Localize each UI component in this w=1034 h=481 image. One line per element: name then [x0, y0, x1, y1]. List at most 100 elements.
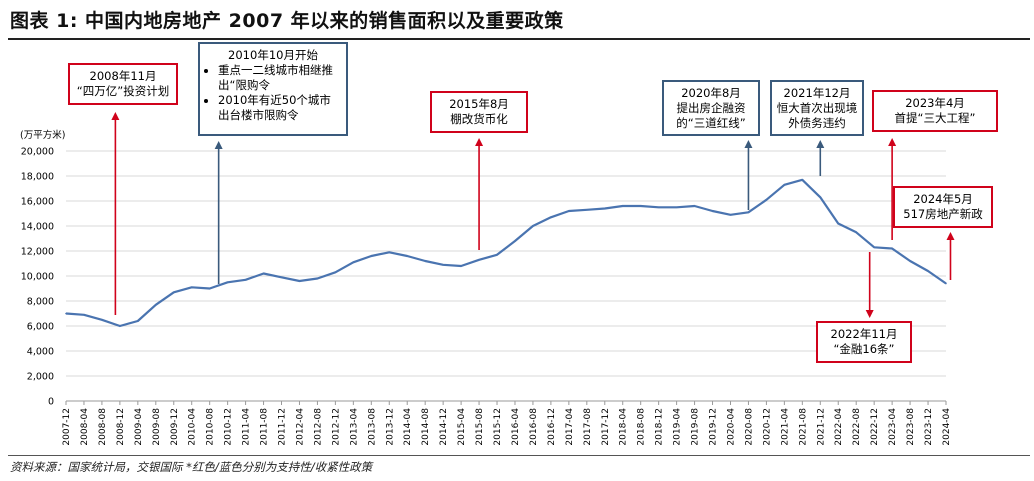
x-tick-label: 2011-12 — [278, 408, 288, 446]
data-point — [945, 282, 947, 285]
data-point — [639, 205, 642, 207]
data-point — [478, 258, 480, 261]
data-point — [514, 240, 516, 242]
x-tick-label: 2021-12 — [816, 408, 826, 446]
data-point — [819, 196, 822, 199]
data-point — [370, 255, 373, 257]
x-tick-label: 2017-12 — [601, 408, 611, 446]
y-tick-label: 12,000 — [21, 247, 54, 258]
annotation-2010-10-date: 2010年10月开始 — [228, 48, 318, 62]
x-tick-label: 2022-04 — [834, 408, 844, 446]
data-point — [298, 280, 301, 282]
x-tick-label: 2020-12 — [762, 408, 772, 446]
data-point — [137, 320, 139, 322]
annotation-2022-11-date: 2022年11月 — [830, 327, 898, 341]
x-tick-label: 2018-12 — [655, 408, 665, 446]
x-tick-label: 2012-08 — [313, 408, 323, 446]
data-point — [262, 272, 265, 275]
x-tick-label: 2022-08 — [852, 408, 862, 446]
page-title: 图表 1: 中国内地房地产 2007 年以来的销售面积以及重要政策 — [10, 10, 564, 32]
x-tick-label: 2019-12 — [709, 408, 719, 446]
data-point — [675, 206, 678, 209]
x-tick-label: 2018-04 — [619, 408, 629, 446]
annotation-2020-08-date: 2020年8月 — [681, 86, 741, 100]
y-tick-label: 10,000 — [21, 272, 54, 283]
x-tick-label: 2021-08 — [798, 408, 808, 446]
arrow-2008-11-head — [111, 112, 120, 120]
sales-area-line — [65, 178, 947, 328]
x-tick-label: 2018-08 — [637, 408, 647, 446]
arrow-2021-12-head — [816, 140, 825, 148]
x-tick-label: 2016-12 — [547, 408, 557, 446]
x-tick-label: 2019-08 — [691, 408, 701, 446]
footer-divider — [8, 455, 1030, 456]
x-tick-label: 2010-12 — [224, 408, 234, 446]
data-point — [83, 313, 85, 316]
x-tick-label: 2008-12 — [116, 408, 126, 446]
x-tick-label: 2009-12 — [170, 408, 180, 446]
x-tick-label: 2011-08 — [260, 408, 270, 446]
y-tick-label: 16,000 — [21, 197, 54, 208]
annotation-2010-10: 2010年10月开始 重点一二线城市相继推出“限购令 2010年有近50个城市出… — [198, 42, 348, 136]
annotation-2022-11: 2022年11月 “金融16条” — [816, 321, 912, 363]
x-tick-label: 2023-08 — [906, 408, 916, 446]
x-tick-label: 2014-04 — [403, 408, 413, 446]
y-tick-label: 20,000 — [21, 147, 54, 158]
x-tick-label: 2015-04 — [457, 408, 467, 446]
annotation-2021-12: 2021年12月 恒大首次出现境外债务违约 — [770, 80, 864, 136]
data-point — [711, 210, 714, 212]
data-point — [586, 208, 588, 211]
annotation-2021-12-date: 2021年12月 — [783, 86, 851, 100]
data-point — [334, 271, 337, 274]
x-tick-label: 2016-08 — [529, 408, 539, 446]
x-tick-label: 2020-04 — [726, 408, 736, 446]
x-tick-label: 2009-04 — [134, 408, 144, 446]
x-tick-label: 2010-04 — [188, 408, 198, 446]
annotation-2020-08: 2020年8月 提出房企融资的“三道红线” — [662, 80, 760, 136]
source-note: 资料来源：国家统计局，交银国际 *红色/蓝色分别为支持性/收紧性政策 — [10, 460, 373, 474]
arrow-2024-05-head — [946, 232, 955, 240]
annotation-2022-11-text: “金融16条” — [833, 342, 895, 356]
data-point — [801, 178, 804, 181]
annotation-2008-11-date: 2008年11月 — [89, 69, 157, 83]
y-tick-label: 2,000 — [27, 372, 54, 383]
x-tick-label: 2011-04 — [242, 408, 252, 446]
x-tick-label: 2024-04 — [942, 408, 952, 446]
x-tick-label: 2014-08 — [421, 408, 431, 446]
x-tick-label: 2012-12 — [331, 408, 341, 446]
data-point — [244, 278, 247, 281]
annotation-2010-10-item: 重点一二线城市相继推出“限购令 — [218, 63, 342, 93]
x-tick-label: 2007-12 — [62, 408, 72, 446]
x-tick-label: 2009-08 — [152, 408, 162, 446]
data-point — [891, 247, 893, 250]
data-point — [280, 276, 283, 279]
x-tick-label: 2008-08 — [98, 408, 108, 446]
arrow-2022-11-head — [865, 310, 874, 318]
data-point — [765, 198, 768, 201]
annotation-2021-12-text: 恒大首次出现境外债务违约 — [776, 101, 858, 130]
x-tick-label: 2008-04 — [80, 408, 90, 446]
annotation-2010-10-item: 2010年有近50个城市出台楼市限购令 — [218, 93, 342, 123]
data-point — [873, 246, 875, 249]
x-tick-label: 2010-08 — [206, 408, 216, 446]
annotation-2024-05-date: 2024年5月 — [913, 192, 973, 206]
annotation-2024-05: 2024年5月 517房地产新政 — [893, 186, 993, 228]
data-point — [568, 210, 570, 212]
data-point — [65, 312, 67, 315]
data-point — [226, 281, 229, 284]
annotation-2023-04-date: 2023年4月 — [905, 96, 965, 110]
data-point — [621, 205, 624, 207]
y-tick-label: 8,000 — [27, 297, 54, 308]
data-point — [603, 207, 606, 210]
y-tick-label: 14,000 — [21, 222, 54, 233]
annotation-2020-08-text: 提出房企融资的“三道红线” — [676, 101, 746, 130]
data-point — [208, 287, 211, 290]
y-tick-label: 18,000 — [21, 172, 54, 183]
data-point — [693, 205, 696, 207]
x-tick-label: 2012-04 — [295, 408, 305, 446]
y-tick-label: 0 — [48, 397, 54, 408]
x-tick-label: 2020-08 — [744, 408, 754, 446]
annotation-2023-04: 2023年4月 首提“三大工程” — [872, 90, 998, 132]
x-tick-label: 2015-08 — [475, 408, 485, 446]
